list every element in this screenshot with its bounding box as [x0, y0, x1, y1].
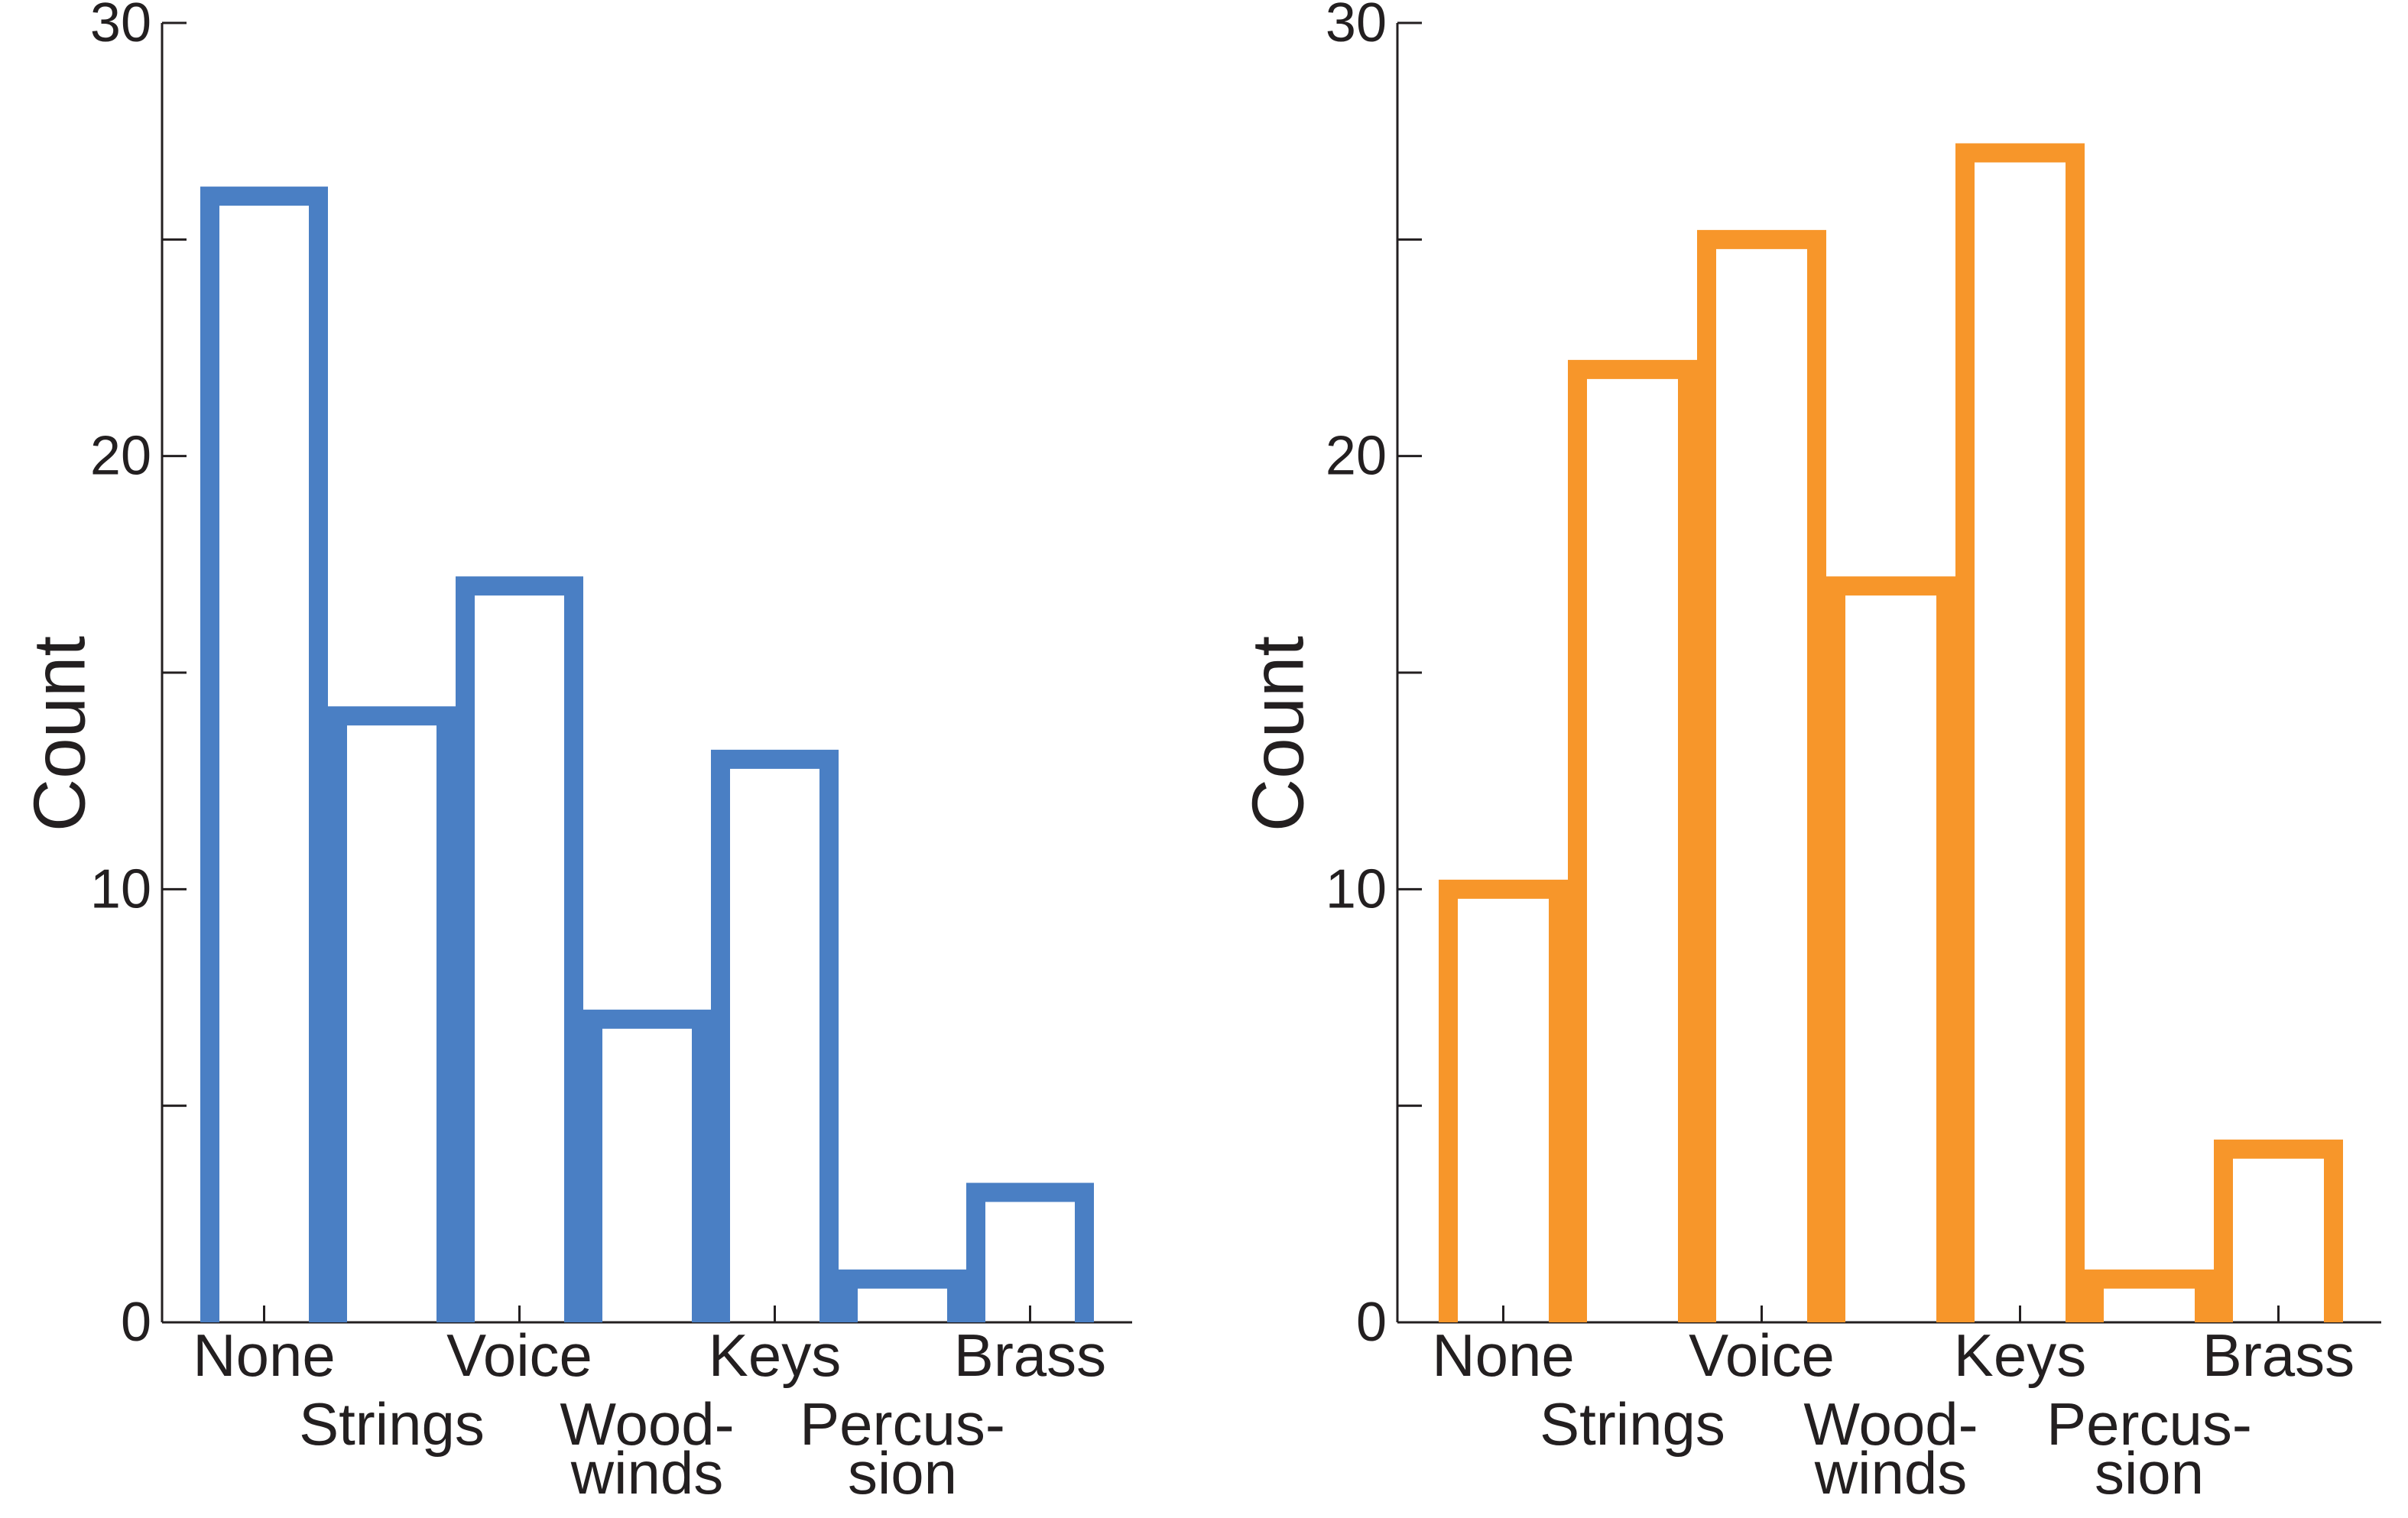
bar-keys	[1955, 143, 2085, 1322]
x-category-label: Keys	[709, 1322, 841, 1389]
y-tick-label: 10	[1326, 858, 1387, 920]
x-category-label: sion	[2095, 1439, 2204, 1507]
bar-brass	[966, 1182, 1094, 1322]
x-category-label: Keys	[1954, 1322, 2086, 1389]
x-category-label: Percus-	[2046, 1390, 2252, 1458]
y-axis-label: Count	[1238, 636, 1319, 832]
x-category-label: Brass	[2202, 1322, 2354, 1389]
x-category-label: None	[193, 1322, 335, 1389]
bar-woodwinds	[1826, 576, 1955, 1322]
x-category-label: Percus-	[800, 1390, 1005, 1458]
bar-voice	[456, 576, 583, 1322]
x-category-label: Voice	[446, 1322, 592, 1389]
x-category-label: Wood-	[1803, 1390, 1978, 1458]
x-category-label: winds	[1814, 1439, 1967, 1507]
x-category-label: Brass	[954, 1322, 1106, 1389]
x-category-label: Strings	[1540, 1390, 1725, 1458]
bar-percussion	[2085, 1269, 2214, 1322]
bar-strings	[1568, 359, 1697, 1322]
y-tick-label: 30	[90, 0, 151, 54]
y-axis-label: Count	[19, 636, 101, 832]
x-category-label: None	[1432, 1322, 1574, 1389]
x-category-label: sion	[848, 1439, 957, 1507]
bar-voice	[1697, 229, 1826, 1322]
x-category-label: Voice	[1689, 1322, 1835, 1389]
bar-percussion	[839, 1269, 966, 1322]
y-tick-label: 30	[1326, 0, 1387, 54]
bar-keys	[711, 749, 839, 1322]
x-category-label: Strings	[299, 1390, 485, 1458]
y-tick-label: 0	[121, 1292, 151, 1353]
bar-strings	[328, 706, 456, 1322]
y-tick-label: 10	[90, 858, 151, 920]
bar-none	[200, 187, 328, 1322]
x-category-label: Wood-	[560, 1390, 734, 1458]
bar-brass	[2214, 1139, 2343, 1322]
y-tick-label: 20	[1326, 426, 1387, 487]
x-category-label: winds	[570, 1439, 723, 1507]
y-tick-label: 20	[90, 426, 151, 487]
y-tick-label: 0	[1356, 1292, 1387, 1353]
bar-woodwinds	[583, 1009, 711, 1322]
bar-none	[1439, 879, 1568, 1322]
